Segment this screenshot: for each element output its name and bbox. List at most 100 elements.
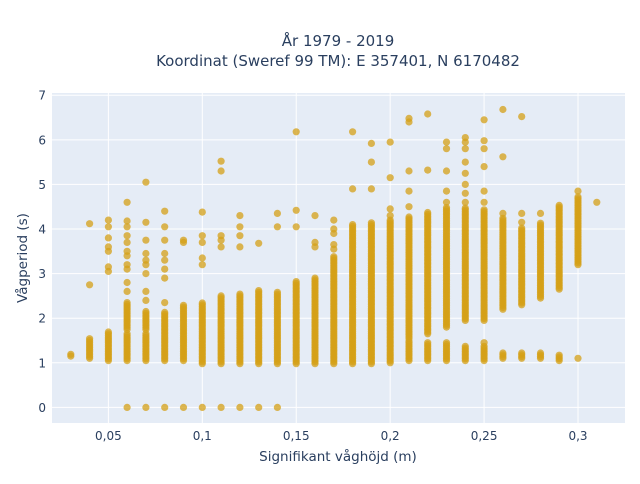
- data-point: [255, 403, 263, 411]
- data-point: [161, 256, 169, 264]
- data-point: [480, 163, 488, 171]
- data-point: [179, 236, 188, 244]
- data-point: [123, 247, 131, 255]
- data-point: [367, 158, 375, 166]
- data-point: [442, 138, 451, 146]
- data-point: [480, 206, 488, 214]
- data-point: [405, 203, 413, 211]
- data-point: [86, 281, 94, 289]
- data-point: [104, 216, 112, 224]
- data-point: [161, 274, 169, 282]
- data-point: [386, 174, 394, 182]
- data-point: [123, 299, 131, 307]
- data-point: [555, 351, 563, 359]
- data-point: [292, 128, 300, 136]
- data-point: [123, 232, 131, 240]
- data-point: [198, 208, 206, 216]
- chart-title: År 1979 - 2019: [282, 31, 395, 50]
- data-point: [142, 287, 150, 295]
- data-point: [142, 249, 150, 258]
- data-point: [367, 139, 375, 147]
- data-point: [236, 212, 244, 220]
- x-tick-label: 0,05: [95, 429, 122, 443]
- data-point: [123, 198, 131, 206]
- data-point: [330, 241, 338, 249]
- data-point: [330, 253, 338, 261]
- data-point: [273, 403, 281, 411]
- data-point: [424, 110, 432, 118]
- y-tick-label: 7: [38, 89, 46, 103]
- data-point: [461, 204, 469, 212]
- data-point: [386, 205, 394, 213]
- data-point: [142, 256, 150, 264]
- data-point: [386, 212, 394, 220]
- data-point: [217, 167, 225, 175]
- data-point: [198, 403, 206, 411]
- data-point: [255, 287, 263, 295]
- data-point: [142, 270, 150, 278]
- data-point: [480, 116, 488, 124]
- data-point: [67, 350, 75, 358]
- data-point: [536, 219, 545, 227]
- y-tick-label: 5: [38, 178, 46, 192]
- data-point: [104, 243, 112, 251]
- y-tick-label: 3: [38, 267, 46, 281]
- y-tick-label: 6: [38, 133, 46, 147]
- data-point: [292, 278, 300, 286]
- data-point: [367, 219, 375, 227]
- data-point: [161, 403, 169, 411]
- data-point: [480, 339, 488, 347]
- data-point: [292, 206, 300, 214]
- data-point: [461, 180, 469, 188]
- data-point: [198, 299, 206, 307]
- data-point: [442, 145, 451, 153]
- data-point: [198, 238, 206, 246]
- data-point: [311, 274, 319, 282]
- data-point: [179, 403, 188, 411]
- y-tick-label: 2: [38, 312, 46, 326]
- data-point: [499, 209, 507, 217]
- data-point: [198, 261, 206, 269]
- data-point: [518, 218, 526, 226]
- data-point: [536, 349, 545, 357]
- data-point: [461, 189, 469, 197]
- data-point: [367, 185, 375, 193]
- data-point: [574, 354, 582, 362]
- data-point: [442, 198, 451, 206]
- data-point: [161, 249, 169, 258]
- data-point: [349, 128, 357, 136]
- data-point: [480, 145, 488, 153]
- data-point: [461, 134, 469, 142]
- data-point: [518, 209, 526, 217]
- data-point: [104, 223, 112, 231]
- data-point: [518, 224, 526, 232]
- y-tick-labels: 0 1 2 3 4 5 6 7: [38, 89, 46, 415]
- data-point: [330, 216, 338, 224]
- data-point: [236, 232, 244, 240]
- data-point: [424, 166, 432, 174]
- data-point: [442, 339, 451, 347]
- data-point: [405, 187, 413, 195]
- data-point: [461, 198, 469, 206]
- data-point: [518, 113, 526, 121]
- data-point: [198, 232, 206, 240]
- data-point: [424, 208, 432, 217]
- x-tick-label: 0,1: [193, 429, 212, 443]
- data-point: [198, 254, 206, 262]
- data-point: [123, 278, 131, 287]
- data-point: [424, 339, 432, 347]
- data-point: [86, 220, 94, 228]
- y-tick-label: 1: [38, 356, 46, 370]
- data-point: [593, 198, 601, 206]
- data-point: [179, 301, 188, 309]
- data-point: [161, 207, 169, 215]
- data-point: [123, 287, 131, 295]
- data-point: [442, 204, 451, 212]
- data-point: [311, 212, 319, 220]
- data-point: [123, 223, 131, 231]
- data-point: [142, 307, 150, 316]
- x-tick-label: 0,2: [381, 429, 400, 443]
- data-point: [330, 225, 338, 233]
